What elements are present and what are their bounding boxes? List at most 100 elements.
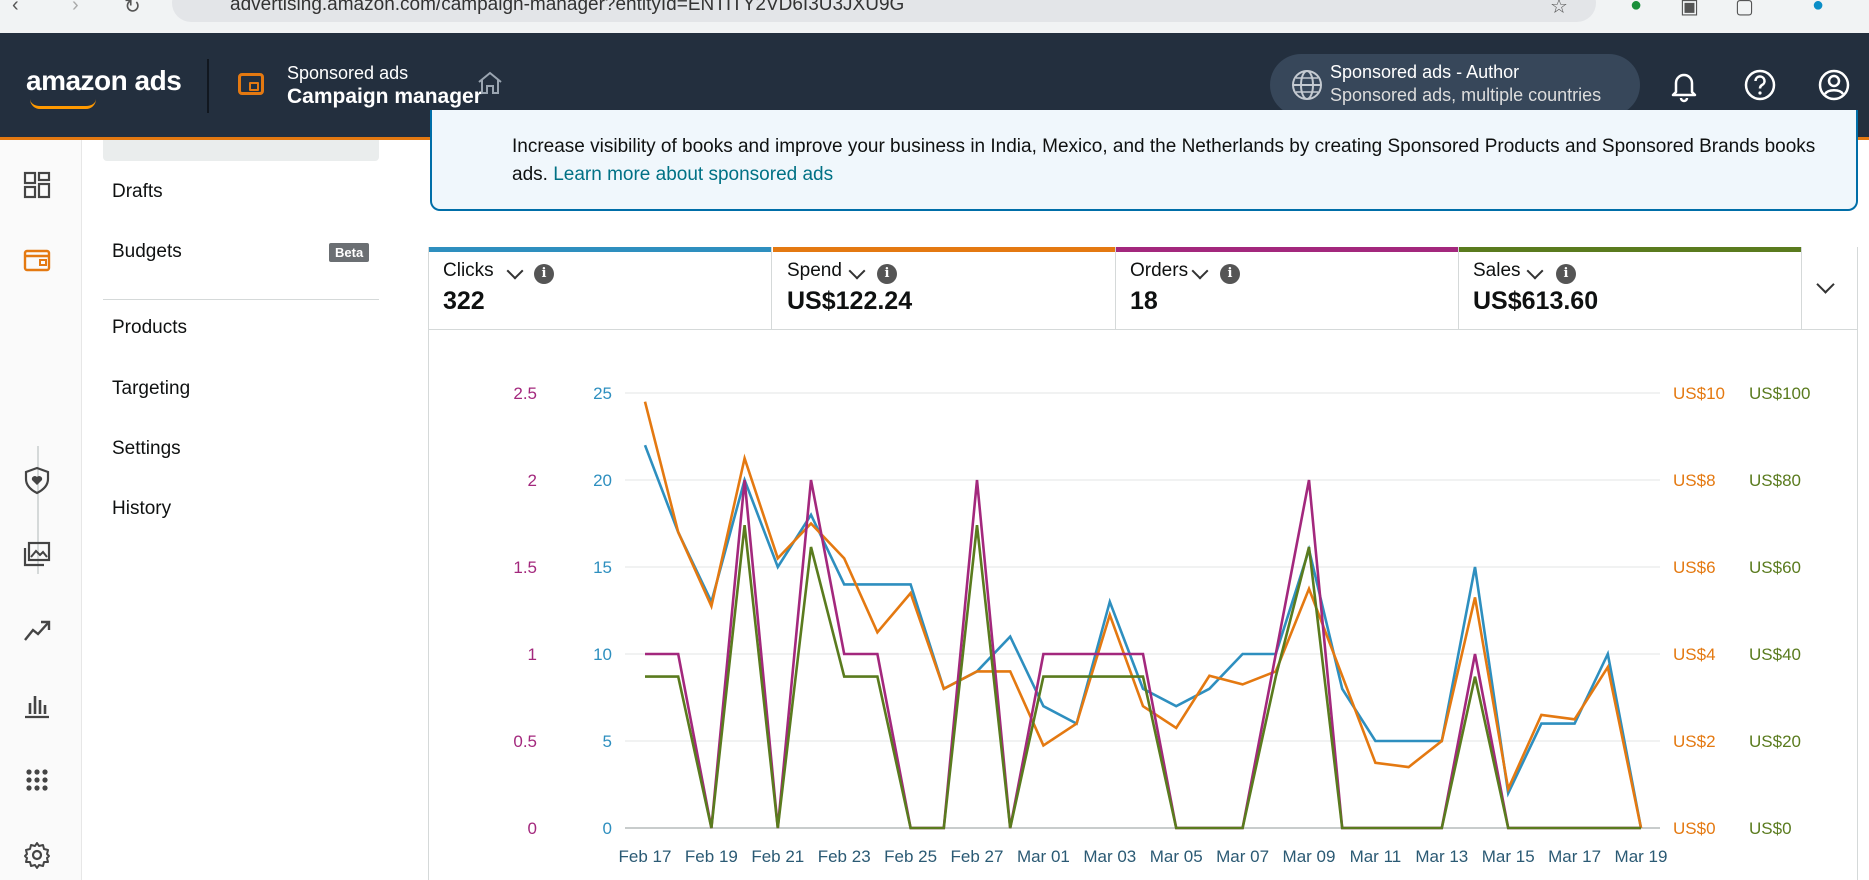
- banner-message: Increase visibility of books and improve…: [512, 136, 1816, 185]
- clicks-axis-tick-label: 20: [593, 471, 612, 490]
- x-axis-tick-label: Mar 15: [1482, 847, 1535, 866]
- rail-divider: [37, 446, 39, 574]
- trend-icon[interactable]: [22, 615, 52, 645]
- clicks-axis-tick-label: 25: [593, 384, 612, 403]
- performance-line-chart: 0 0.5 1 1.5 2 2.5 0 5 10 15 20 25 US$0 US$2 US$4 US$6 US…: [513, 384, 1810, 866]
- x-axis-tick-label: Feb 27: [951, 847, 1004, 866]
- info-icon[interactable]: i: [1220, 264, 1240, 284]
- chevron-down-icon[interactable]: [1191, 262, 1209, 280]
- chevron-down-icon[interactable]: [1526, 262, 1544, 280]
- subnav-item-settings[interactable]: Settings: [112, 438, 181, 459]
- x-axis-tick-label: Mar 11: [1350, 847, 1402, 866]
- metric-value: US$122.24: [787, 287, 913, 315]
- info-banner: Increase visibility of books and improve…: [430, 110, 1858, 211]
- wallet-icon[interactable]: [22, 245, 52, 275]
- subnav-divider: [103, 299, 379, 300]
- forward-icon[interactable]: ›: [72, 0, 79, 16]
- apps-icon[interactable]: [22, 765, 52, 795]
- series-line-orders: [645, 479, 1641, 830]
- sales-axis-tick-label: US$60: [1749, 558, 1801, 577]
- product-section: Campaign manager: [287, 85, 482, 108]
- metric-color-bar: [429, 247, 771, 252]
- sales-axis-tick-label: US$0: [1749, 819, 1792, 838]
- chevron-down-icon[interactable]: [506, 262, 524, 280]
- sales-axis-tick-label: US$40: [1749, 645, 1801, 664]
- sales-axis-tick-label: US$100: [1749, 384, 1810, 403]
- profile-icon[interactable]: [1816, 67, 1852, 103]
- x-axis-tick-label: Mar 17: [1548, 847, 1601, 866]
- bookmark-star-icon[interactable]: ☆: [1550, 0, 1568, 18]
- learn-more-link[interactable]: Learn more about sponsored ads: [553, 164, 834, 185]
- logo-smile-icon: [30, 99, 96, 109]
- address-bar[interactable]: [172, 0, 1596, 22]
- subnav-item-history[interactable]: History: [112, 498, 172, 519]
- spend-axis-tick-label: US$8: [1673, 471, 1716, 490]
- metric-orders[interactable]: Orders i 18: [1116, 247, 1459, 329]
- clicks-axis-tick-label: 10: [593, 645, 612, 664]
- extensions-puzzle-icon[interactable]: ▣: [1680, 0, 1699, 18]
- home-icon[interactable]: [476, 69, 504, 97]
- x-axis-tick-label: Feb 25: [884, 847, 937, 866]
- address-url[interactable]: advertising.amazon.com/campaign-manager?…: [230, 0, 905, 15]
- shield-icon[interactable]: [22, 465, 52, 495]
- x-axis-tick-label: Mar 13: [1415, 847, 1468, 866]
- tab-icon[interactable]: ▢: [1735, 0, 1754, 18]
- account-name[interactable]: Sponsored ads - Author: [1330, 62, 1520, 82]
- clicks-axis-tick-label: 15: [593, 558, 612, 577]
- gear-icon[interactable]: [22, 840, 52, 870]
- subnav-item-drafts[interactable]: Drafts: [112, 181, 163, 202]
- orders-axis-tick-label: 2.5: [513, 384, 537, 403]
- orders-axis-tick-label: 0.5: [513, 732, 537, 751]
- banner-text: Increase visibility of books and improve…: [512, 133, 1852, 189]
- chevron-down-icon[interactable]: [848, 262, 866, 280]
- metric-value: 18: [1130, 287, 1158, 315]
- bar-chart-icon[interactable]: [22, 690, 52, 720]
- bell-icon[interactable]: [1666, 67, 1702, 103]
- x-axis-tick-label: Mar 03: [1083, 847, 1136, 866]
- metric-name: Clicks: [443, 260, 494, 281]
- info-icon[interactable]: i: [534, 264, 554, 284]
- subnav-item-products[interactable]: Products: [112, 317, 187, 338]
- orders-axis-tick-label: 0: [528, 819, 537, 838]
- x-axis-tick-label: Feb 23: [818, 847, 871, 866]
- dashboard-icon[interactable]: [22, 170, 52, 200]
- x-axis-tick-label: Mar 05: [1150, 847, 1203, 866]
- subnav-item-budgets[interactable]: Budgets: [112, 241, 182, 262]
- browser-profile-icon[interactable]: ●: [1812, 0, 1825, 16]
- metric-spend[interactable]: Spend i US$122.24: [773, 247, 1116, 329]
- x-axis-tick-label: Mar 07: [1216, 847, 1269, 866]
- spend-axis-tick-label: US$2: [1673, 732, 1716, 751]
- metric-sales[interactable]: Sales i US$613.60: [1459, 247, 1802, 329]
- orders-axis-tick-label: 2: [528, 471, 537, 490]
- gallery-icon[interactable]: [22, 540, 52, 570]
- account-switcher[interactable]: [1270, 54, 1640, 116]
- x-axis-tick-label: Feb 19: [685, 847, 738, 866]
- help-icon[interactable]: [1742, 67, 1778, 103]
- clicks-axis-tick-label: 0: [603, 819, 612, 838]
- spend-axis-tick-label: US$0: [1673, 819, 1716, 838]
- metric-name: Spend: [787, 260, 842, 281]
- orders-axis-tick-label: 1: [528, 645, 537, 664]
- account-scope[interactable]: Sponsored ads, multiple countries: [1330, 85, 1602, 105]
- metric-color-bar: [1459, 247, 1801, 252]
- subnav-item-targeting[interactable]: Targeting: [112, 378, 191, 399]
- extension-icon[interactable]: ●: [1630, 0, 1643, 16]
- metric-color-bar: [773, 247, 1115, 252]
- info-icon[interactable]: i: [877, 264, 897, 284]
- x-axis-tick-label: Mar 01: [1017, 847, 1070, 866]
- amazon-ads-logo[interactable]: amazon ads: [26, 65, 182, 96]
- info-icon[interactable]: i: [1556, 264, 1576, 284]
- back-icon[interactable]: ‹: [12, 0, 19, 16]
- subnav-selected-item[interactable]: [103, 140, 379, 161]
- browser-toolbar: ‹ › ↻ advertising.amazon.com/campaign-ma…: [0, 0, 1869, 33]
- metric-color-bar: [1116, 247, 1458, 252]
- product-name: Sponsored ads: [287, 63, 409, 83]
- x-axis-tick-label: Mar 19: [1615, 847, 1668, 866]
- metric-name: Sales: [1473, 260, 1521, 281]
- sales-axis-tick-label: US$80: [1749, 471, 1801, 490]
- globe-icon: [1292, 70, 1322, 100]
- metric-clicks[interactable]: Clicks i 322: [429, 247, 772, 329]
- reload-icon[interactable]: ↻: [124, 0, 141, 18]
- series-line-sales: [645, 525, 1641, 830]
- sales-axis-tick-label: US$20: [1749, 732, 1801, 751]
